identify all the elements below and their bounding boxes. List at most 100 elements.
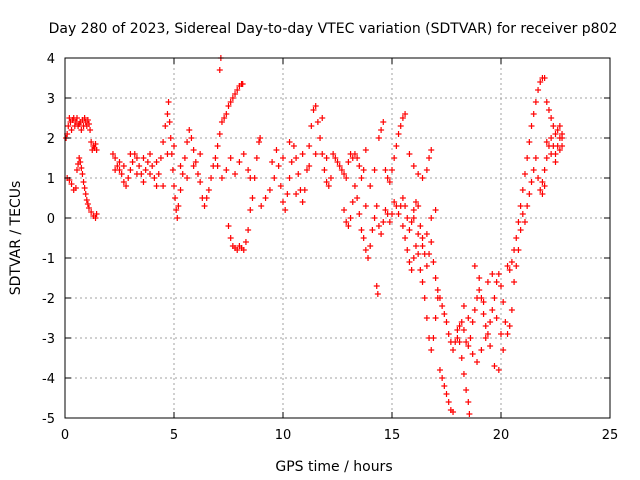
x-tick-label: 15 (384, 428, 401, 443)
data-point (341, 207, 348, 213)
data-point (374, 291, 381, 297)
data-point (214, 143, 221, 149)
data-point (521, 219, 528, 225)
data-point (85, 121, 92, 127)
data-point (249, 195, 256, 201)
data-point (354, 155, 361, 161)
data-point (174, 215, 181, 221)
data-point (271, 175, 278, 181)
data-point (321, 167, 328, 173)
data-point (515, 219, 522, 225)
data-point (530, 167, 537, 173)
data-point (77, 159, 84, 165)
data-point (386, 219, 393, 225)
data-point (506, 323, 513, 329)
data-point (498, 283, 504, 289)
data-point (399, 115, 406, 121)
data-point (88, 139, 95, 145)
data-point (310, 107, 317, 113)
data-point (227, 155, 234, 161)
data-point (454, 327, 461, 333)
data-point (423, 167, 430, 173)
data-point (539, 179, 546, 185)
data-point (351, 183, 358, 189)
data-point (362, 203, 369, 209)
data-point (539, 191, 546, 197)
data-point (482, 323, 489, 329)
data-point (299, 199, 306, 205)
data-point (133, 155, 140, 161)
x-tick-labels: 0 5 10 15 20 25 (61, 428, 618, 443)
data-point (382, 167, 389, 173)
data-point (399, 223, 406, 229)
data-point (508, 259, 515, 265)
data-point (495, 367, 502, 373)
data-point (343, 219, 350, 225)
data-point (223, 167, 230, 173)
data-point (532, 155, 539, 161)
data-point (460, 303, 467, 309)
data-point (545, 107, 552, 113)
data-point (439, 375, 446, 381)
data-point (476, 275, 483, 281)
data-point (173, 207, 180, 213)
data-point (253, 155, 260, 161)
data-point (478, 347, 485, 353)
data-point (112, 155, 119, 161)
data-point (236, 159, 243, 165)
data-point (223, 111, 230, 117)
data-point (504, 331, 511, 337)
data-point (423, 231, 430, 237)
data-point (543, 155, 550, 161)
data-point (441, 311, 448, 317)
data-point (109, 151, 116, 157)
data-point (412, 243, 419, 249)
data-point (541, 183, 548, 189)
data-point (430, 259, 437, 265)
data-point (460, 327, 467, 333)
data-point (386, 179, 393, 185)
data-point (332, 155, 339, 161)
data-point (341, 171, 348, 177)
data-point (500, 299, 507, 305)
data-point (410, 255, 417, 261)
data-point (83, 197, 90, 203)
data-point (511, 279, 518, 285)
data-point (458, 355, 465, 361)
data-point (293, 191, 300, 197)
x-tick-label: 20 (493, 428, 510, 443)
data-point (245, 227, 252, 233)
data-point (319, 115, 326, 121)
data-point (552, 159, 559, 165)
data-point (419, 243, 426, 249)
data-point (301, 187, 308, 193)
chart-title: Day 280 of 2023, Sidereal Day-to-day VTE… (49, 21, 618, 37)
data-point (415, 171, 422, 177)
data-point (232, 171, 239, 177)
data-point (443, 391, 450, 397)
data-point (169, 167, 176, 173)
data-point (428, 147, 435, 153)
data-point (556, 123, 563, 129)
data-point (410, 163, 417, 169)
data-point (450, 347, 457, 353)
data-point (214, 163, 221, 169)
data-point (323, 155, 330, 161)
data-point (469, 319, 476, 325)
data-point (467, 335, 474, 341)
data-point (480, 299, 487, 305)
data-point (484, 279, 491, 285)
data-point (194, 171, 201, 177)
data-point (229, 95, 236, 101)
data-point (140, 179, 147, 185)
data-point (480, 311, 487, 317)
data-point (432, 275, 439, 281)
data-point (436, 367, 443, 373)
data-point (476, 287, 483, 293)
data-point (513, 263, 520, 269)
axis-ticks (64, 57, 611, 419)
data-point (458, 319, 465, 325)
data-point (312, 103, 319, 109)
data-point (378, 127, 385, 133)
data-point (325, 183, 332, 189)
